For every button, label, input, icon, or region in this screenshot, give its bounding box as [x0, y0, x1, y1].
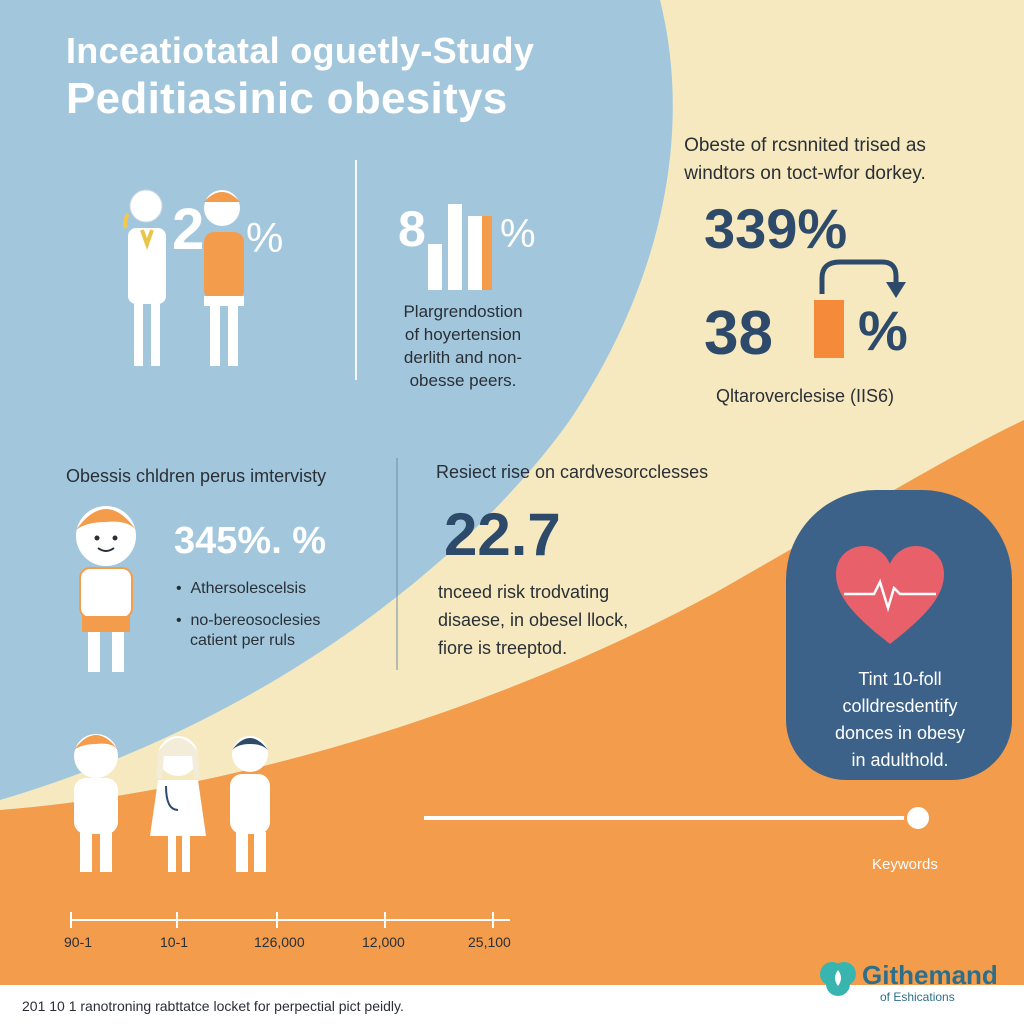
timeline-tick	[70, 912, 72, 928]
caption-top-right: Qltaroverclesise (IIS6)	[716, 386, 895, 406]
timeline-label: 126,000	[254, 934, 305, 950]
slider-handle[interactable]	[904, 804, 932, 832]
bullet-sub: catient per ruls	[190, 632, 295, 649]
timeline-tick	[492, 912, 494, 928]
caption-mid-middle: tnceed risk trodvating disaese, in obese…	[438, 582, 629, 658]
orange-wave	[0, 420, 1024, 1024]
heading-top-right: Obeste of rcsnnited trised as windtors o…	[684, 135, 926, 184]
kids-group-illustration	[74, 734, 270, 872]
timeline-tick	[176, 912, 178, 928]
divider-top-1	[355, 160, 357, 380]
stat-top-right-2-suffix: %	[858, 299, 908, 362]
brand-name: Githemand	[862, 960, 998, 990]
stat-mid-left: 345%. %	[174, 520, 327, 562]
stat-mid-middle: 22.7	[444, 501, 561, 568]
timeline-label: 10-1	[160, 934, 189, 950]
caption-top-middle: Plargrendostion of hoyertension derlith …	[403, 302, 523, 390]
slider-label: Keywords	[872, 856, 938, 873]
timeline-label: 25,100	[468, 934, 511, 950]
stat-top-right-1: 339%	[704, 197, 848, 260]
stat-top-left: 2	[172, 197, 205, 262]
stat-top-left-suffix: %	[246, 214, 284, 261]
timeline-axis	[70, 919, 510, 921]
stat-top-middle-prefix: 8	[398, 201, 426, 257]
bullet-dot: •	[176, 612, 191, 629]
bullet-dot: •	[176, 580, 191, 597]
kid-girl	[150, 736, 206, 872]
stat-top-right-2-prefix: 38	[704, 299, 773, 368]
kid-orange-hair	[74, 734, 118, 872]
bar-chart-icon	[428, 204, 492, 290]
timeline-tick	[276, 912, 278, 928]
girl-figure	[123, 189, 166, 366]
bullet-item-2: • no-bereosoclesies	[176, 612, 321, 629]
child-figure	[76, 506, 136, 672]
curved-arrow-icon	[819, 259, 906, 298]
boy-figure	[204, 190, 244, 366]
brand-logo-icon	[820, 962, 856, 996]
heart-card-text: Tint 10-foll colldresdentify donces in o…	[834, 669, 966, 770]
children-illustration	[123, 189, 244, 366]
timeline-tick	[384, 912, 386, 928]
timeline-label: 90-1	[64, 934, 93, 950]
footer-note: 201 10 1 ranotroning rabttatce locket fo…	[22, 998, 404, 1014]
orange-bar-marker	[814, 300, 844, 358]
stat-top-middle-suffix: %	[500, 212, 536, 256]
title-line-1: Inceatiotatal oguetly-Study	[66, 30, 535, 71]
title-line-2: Peditiasinic obesitys	[66, 74, 508, 123]
kid-dark-hair	[230, 736, 270, 872]
timeline-label: 12,000	[362, 934, 405, 950]
bullet-list: • Athersolescelsis • no-bereosoclesies c…	[176, 580, 320, 650]
brand-subtitle: of Eshications	[880, 990, 955, 1004]
heading-mid-middle: Resiect rise on cardvesorcclesses	[436, 462, 709, 482]
heading-mid-left: Obessis chldren perus imtervisty	[66, 466, 327, 486]
heart-icon	[836, 546, 944, 644]
blue-wave	[0, 0, 673, 800]
divider-mid-1	[396, 458, 398, 670]
bullet-item-1: • Athersolescelsis	[176, 580, 307, 597]
slider-track[interactable]	[424, 816, 918, 820]
